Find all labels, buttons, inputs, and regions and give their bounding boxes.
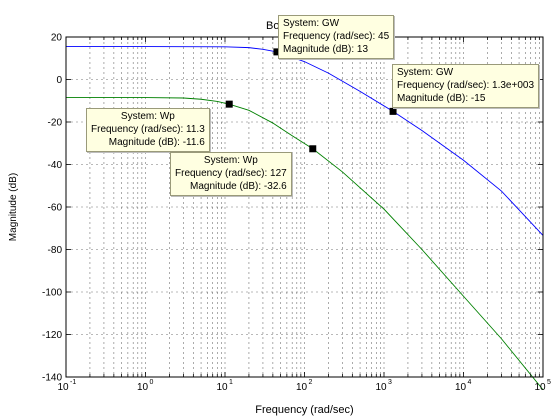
series-line-2 [66,97,544,391]
x-tick-label: 10 [296,382,308,393]
datatip[interactable]: System: GW Frequency (rad/sec): 45 Magni… [278,15,395,59]
x-tick-label-exponent: -1 [70,379,76,386]
datatip-frequency: Frequency (rad/sec): 45 [283,31,390,42]
datatip-magnitude: Magnitude (dB): -15 [397,93,486,104]
datatip[interactable]: System: Wp Frequency (rad/sec): 127 Magn… [170,152,292,196]
x-tick-label: 10 [57,382,69,393]
x-tick-label: 10 [137,382,149,393]
x-tick-label: 10 [534,382,546,393]
datatip-magnitude: Magnitude (dB): 13 [283,44,369,55]
y-tick-label: -40 [48,160,63,171]
datatip-system: System: GW [397,67,454,78]
x-tick-label: 10 [375,382,387,393]
datatip[interactable]: System: GW Frequency (rad/sec): 1.3e+003… [392,64,540,108]
x-tick-label-exponent: 2 [309,379,313,386]
x-axis-label: Frequency (rad/sec) [255,404,353,416]
x-tick-label-exponent: 0 [150,379,154,386]
y-tick-label: -60 [48,203,63,214]
datatip-system: System: Wp [120,111,175,122]
datatip-marker [273,48,281,56]
y-tick-label: 20 [51,33,63,44]
grid [66,37,543,377]
y-axis-label: Magnitude (dB) [8,173,19,241]
x-tick-label-exponent: 3 [388,379,392,386]
y-tick-label: -140 [42,373,62,384]
x-tick-label-exponent: 1 [229,379,233,386]
y-tick-label: -20 [48,118,63,129]
y-tick-label: -80 [48,245,63,256]
x-tick-label-exponent: 5 [547,379,551,386]
datatip-system: System: GW [283,18,340,29]
y-tick-label: 0 [56,75,62,86]
datatip-frequency: Frequency (rad/sec): 11.3 [91,124,205,135]
datatip[interactable]: System: Wp Frequency (rad/sec): 11.3 Mag… [86,108,210,152]
y-tick-label: -100 [42,288,62,299]
datatip-frequency: Frequency (rad/sec): 1.3e+003 [397,80,535,91]
x-tick-label: 10 [455,382,467,393]
datatip-magnitude: Magnitude (dB): -11.6 [108,137,205,148]
series-line-1 [66,46,544,236]
datatip-magnitude: Magnitude (dB): -32.6 [190,181,287,192]
datatip-frequency: Frequency (rad/sec): 127 [175,168,287,179]
x-tick-label: 10 [216,382,228,393]
datatip-system: System: Wp [203,155,258,166]
datatip-marker [389,107,397,115]
y-tick-label: -120 [42,330,62,341]
x-tick-label-exponent: 4 [468,379,472,386]
datatip-marker [225,100,233,108]
chart-title: Bo [266,20,279,32]
datatip-marker [309,145,317,153]
